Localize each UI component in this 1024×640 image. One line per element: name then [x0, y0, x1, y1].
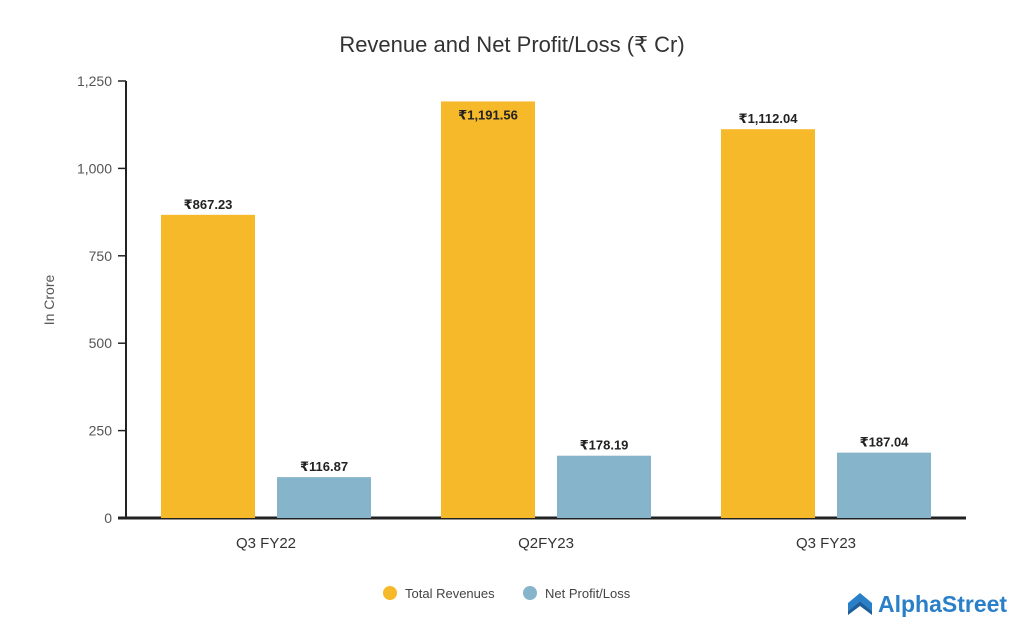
legend-label: Net Profit/Loss — [545, 586, 631, 601]
legend-label: Total Revenues — [405, 586, 495, 601]
plot-area: 0 250 500 750 1,000 1,250 ₹867.23 ₹116.87 Q3 FY2… — [77, 73, 966, 552]
data-label: ₹178.19 — [580, 438, 629, 453]
alphastreet-logo-icon — [848, 593, 872, 615]
bar — [721, 129, 815, 518]
y-tick-label: 250 — [89, 423, 113, 439]
bar — [161, 214, 255, 518]
y-tick-label: 1,000 — [77, 160, 112, 176]
legend-marker — [523, 586, 537, 600]
legend-marker — [383, 586, 397, 600]
data-label: ₹187.04 — [860, 435, 910, 450]
bar — [837, 452, 931, 518]
y-tick-label: 500 — [89, 335, 113, 351]
data-label: ₹116.87 — [300, 459, 348, 474]
y-tick-label: 0 — [104, 510, 112, 526]
x-tick-label: Q2FY23 — [518, 535, 574, 552]
x-tick-label: Q3 FY22 — [236, 535, 296, 552]
data-label: ₹867.23 — [184, 197, 233, 212]
bar — [277, 477, 371, 518]
y-axis-label: In Crore — [41, 275, 57, 326]
legend: Total Revenues Net Profit/Loss — [383, 586, 631, 601]
bar — [441, 101, 535, 518]
bar — [557, 455, 651, 518]
chart-title: Revenue and Net Profit/Loss (₹ Cr) — [339, 32, 684, 57]
brand-logo: AlphaStreet — [848, 591, 1007, 617]
data-label: ₹1,191.56 — [458, 107, 518, 122]
brand-name: AlphaStreet — [878, 591, 1007, 617]
y-tick-label: 750 — [89, 248, 113, 264]
x-tick-label: Q3 FY23 — [796, 535, 856, 552]
data-label: ₹1,112.04 — [739, 111, 799, 126]
y-tick-label: 1,250 — [77, 73, 112, 89]
